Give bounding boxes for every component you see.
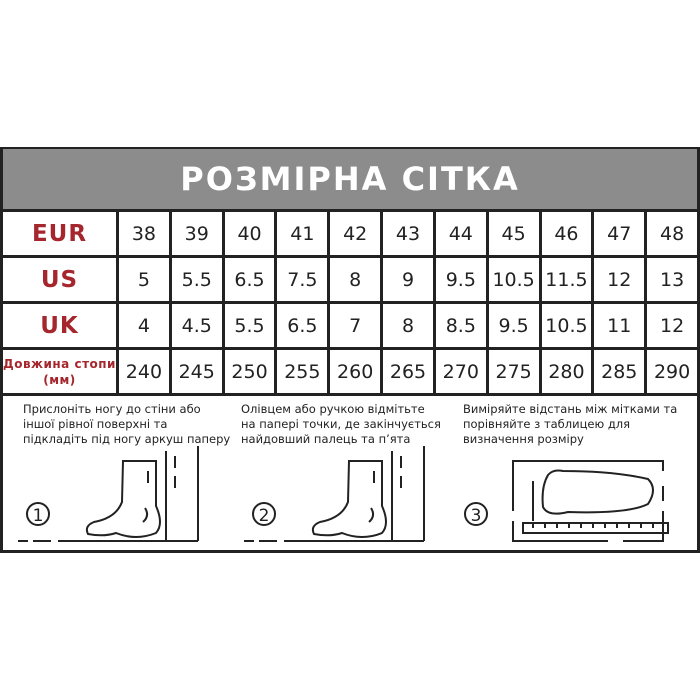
size-cell: 5.5 xyxy=(171,258,222,301)
step-text: Олівцем або ручкою відмітьте на папері т… xyxy=(241,402,441,446)
instructions: Прислоніть ногу до стіни або іншої рівно… xyxy=(3,396,697,550)
size-cell: 250 xyxy=(224,350,275,393)
size-cell: 9 xyxy=(383,258,433,301)
size-cell: 39 xyxy=(171,212,222,255)
size-cell: 46 xyxy=(541,212,592,255)
size-cell: 10.5 xyxy=(488,258,539,301)
size-cell: 8.5 xyxy=(435,304,486,347)
size-cell: 280 xyxy=(541,350,592,393)
size-cell: 7 xyxy=(330,304,381,347)
size-cell: 270 xyxy=(435,350,486,393)
row-label: EUR xyxy=(3,212,116,255)
step-1: Прислоніть ногу до стіни або іншої рівно… xyxy=(23,402,233,447)
step-number-1: 1 xyxy=(33,506,44,526)
size-cell: 4 xyxy=(119,304,169,347)
size-table: EUR 38 39 40 41 42 43 44 45 46 47 48 US 5 5.5 6.5 7.5 8 9 9… xyxy=(3,212,697,393)
size-cell: 6.5 xyxy=(224,258,275,301)
size-cell: 9.5 xyxy=(488,304,539,347)
size-cell: 6.5 xyxy=(277,304,328,347)
size-cell: 8 xyxy=(330,258,381,301)
size-cell: 43 xyxy=(383,212,433,255)
size-cell: 8 xyxy=(383,304,433,347)
step-text: Виміряйте відстань між мітками та порівн… xyxy=(463,402,678,446)
step-3-illustration: 3 xyxy=(464,460,669,542)
size-cell: 12 xyxy=(647,304,697,347)
step-number-3: 3 xyxy=(471,506,482,526)
size-cell: 245 xyxy=(171,350,222,393)
size-cell: 5 xyxy=(119,258,169,301)
step-text: Прислоніть ногу до стіни або іншої рівно… xyxy=(23,402,231,446)
size-cell: 12 xyxy=(594,258,645,301)
row-label: Довжина стопи (мм) xyxy=(3,350,116,393)
size-cell: 13 xyxy=(647,258,697,301)
size-cell: 4.5 xyxy=(171,304,222,347)
size-cell: 40 xyxy=(224,212,275,255)
row-label: US xyxy=(3,258,116,301)
step-2: Олівцем або ручкою відмітьте на папері т… xyxy=(241,402,441,447)
step-number-2: 2 xyxy=(259,506,270,526)
size-cell: 42 xyxy=(330,212,381,255)
size-cell: 285 xyxy=(594,350,645,393)
size-cell: 255 xyxy=(277,350,328,393)
size-cell: 260 xyxy=(330,350,381,393)
step-1-illustration: 1 xyxy=(18,446,199,542)
size-cell: 9.5 xyxy=(435,258,486,301)
chart-title: РОЗМІРНА СІТКА xyxy=(3,149,697,209)
size-cell: 41 xyxy=(277,212,328,255)
size-cell: 38 xyxy=(119,212,169,255)
size-cell: 5.5 xyxy=(224,304,275,347)
size-cell: 48 xyxy=(647,212,697,255)
size-cell: 11 xyxy=(594,304,645,347)
step-2-illustration: 2 xyxy=(244,446,425,542)
size-cell: 44 xyxy=(435,212,486,255)
size-cell: 11.5 xyxy=(541,258,592,301)
step-3: Виміряйте відстань між мітками та порівн… xyxy=(463,402,678,447)
row-label: UK xyxy=(3,304,116,347)
size-cell: 275 xyxy=(488,350,539,393)
size-cell: 240 xyxy=(119,350,169,393)
size-chart: РОЗМІРНА СІТКА EUR 38 39 40 41 42 43 44 45 46 47 48… xyxy=(0,147,700,553)
size-cell: 7.5 xyxy=(277,258,328,301)
size-cell: 290 xyxy=(647,350,697,393)
illustrations: 1 2 3 xyxy=(18,446,669,542)
size-cell: 47 xyxy=(594,212,645,255)
size-cell: 265 xyxy=(383,350,433,393)
size-cell: 10.5 xyxy=(541,304,592,347)
size-cell: 45 xyxy=(488,212,539,255)
